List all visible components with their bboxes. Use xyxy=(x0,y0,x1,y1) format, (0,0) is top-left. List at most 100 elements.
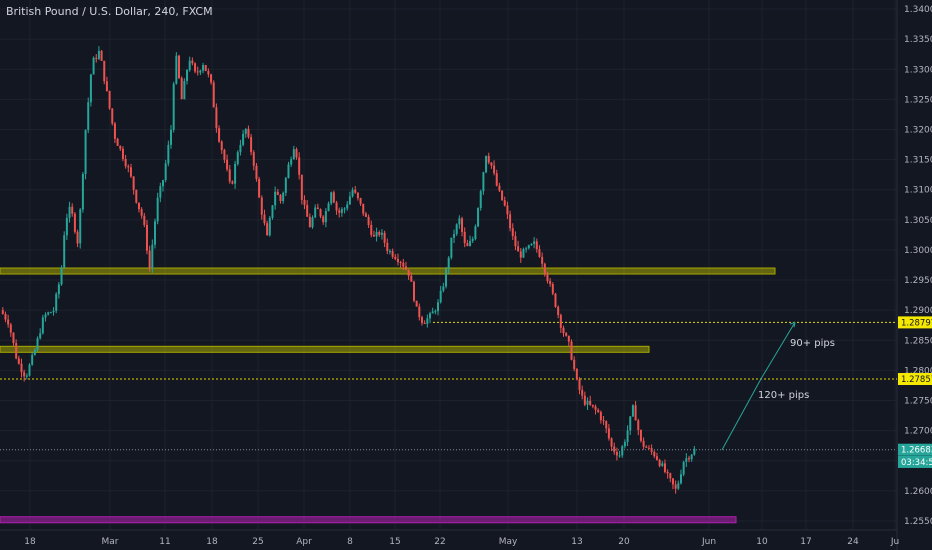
candle-body xyxy=(581,389,584,396)
candle-body xyxy=(44,314,47,318)
candle-body xyxy=(252,152,255,166)
candle-body xyxy=(538,249,541,257)
candle-body xyxy=(586,400,589,405)
candle-body xyxy=(31,354,34,365)
candle-body xyxy=(41,317,44,334)
y-tick-label: 1.33000 xyxy=(904,65,932,75)
candle-body xyxy=(594,406,597,410)
candle-body xyxy=(33,349,36,355)
candle-body xyxy=(220,141,223,150)
y-tick-label: 1.30500 xyxy=(904,216,932,226)
candle-body xyxy=(271,205,274,218)
candle-body xyxy=(503,200,506,206)
candle-body xyxy=(639,429,642,441)
candle-body xyxy=(434,311,437,313)
candle-body xyxy=(140,209,143,216)
candle-body xyxy=(677,483,680,489)
price-axis-badge xyxy=(898,316,932,329)
candle-body xyxy=(631,405,634,417)
candle-body xyxy=(447,257,450,269)
y-tick-label: 1.32000 xyxy=(904,125,932,135)
candle-body xyxy=(487,155,490,163)
y-tick-label: 1.31000 xyxy=(904,186,932,196)
candle-body xyxy=(308,216,311,228)
candle-body xyxy=(615,451,618,456)
candle-body xyxy=(127,166,130,168)
candle-body xyxy=(196,71,199,73)
y-tick-label: 1.34000 xyxy=(904,5,932,15)
candle-body xyxy=(55,293,58,311)
candle-body xyxy=(279,194,282,202)
candle-body xyxy=(509,214,512,229)
x-tick-label: 25 xyxy=(252,537,263,547)
candle-body xyxy=(340,209,343,213)
y-tick-label: 1.25500 xyxy=(904,517,932,527)
candle-body xyxy=(634,405,637,421)
candle-body xyxy=(255,165,258,179)
candle-body xyxy=(690,454,693,460)
support-zone xyxy=(0,516,737,524)
candle-body xyxy=(554,293,557,307)
chart-title: British Pound / U.S. Dollar, 240, FXCM xyxy=(6,5,213,18)
candle-body xyxy=(386,242,389,252)
candle-body xyxy=(583,395,586,405)
candle-body xyxy=(469,240,472,247)
candle-body xyxy=(137,202,140,210)
candle-body xyxy=(623,442,626,447)
candle-body xyxy=(501,190,504,201)
candle-body xyxy=(404,266,407,270)
candle-body xyxy=(682,461,685,475)
candle-body xyxy=(429,313,431,319)
candle-body xyxy=(266,223,269,236)
candle-body xyxy=(298,157,301,175)
candle-body xyxy=(194,63,197,72)
candle-body xyxy=(511,228,514,237)
candle-body xyxy=(68,206,71,218)
candle-body xyxy=(191,60,194,64)
candle-body xyxy=(292,149,295,160)
candle-body xyxy=(412,281,415,301)
candle-body xyxy=(23,372,26,377)
candle-body xyxy=(199,70,202,73)
x-tick-label: Mar xyxy=(102,537,119,547)
candle-body xyxy=(514,236,517,247)
candle-body xyxy=(1,310,4,315)
candle-body xyxy=(418,306,421,318)
candle-body xyxy=(188,60,191,71)
candle-body xyxy=(143,215,146,225)
candle-body xyxy=(647,447,650,449)
candle-body xyxy=(322,216,325,223)
candle-body xyxy=(167,144,170,164)
candle-body xyxy=(132,176,135,190)
candle-body xyxy=(661,463,664,466)
x-tick-label: Jun xyxy=(701,537,716,547)
candle-body xyxy=(25,375,28,377)
candle-body xyxy=(17,358,20,364)
candle-body xyxy=(162,180,164,187)
candle-body xyxy=(7,319,10,325)
y-tick-label: 1.27500 xyxy=(904,397,932,407)
candle-body xyxy=(113,123,116,139)
candle-body xyxy=(244,128,247,134)
candle-body xyxy=(575,368,578,380)
candle-body xyxy=(36,338,39,350)
price-axis-badge-text: 1.26683 xyxy=(901,446,932,456)
candle-body xyxy=(455,224,458,235)
x-tick-label: 18 xyxy=(206,537,218,547)
candle-body xyxy=(4,314,7,320)
candle-body xyxy=(658,459,661,466)
candle-body xyxy=(669,473,672,479)
candle-body xyxy=(522,249,525,258)
candle-body xyxy=(485,155,488,173)
candle-body xyxy=(610,438,613,447)
candle-body xyxy=(423,322,426,324)
candle-body xyxy=(73,213,76,232)
candle-body xyxy=(498,185,501,191)
candle-body xyxy=(359,198,362,204)
candle-body xyxy=(15,343,18,359)
candle-body xyxy=(327,203,330,211)
candle-body xyxy=(159,186,162,198)
candle-body xyxy=(463,231,466,244)
candle-body xyxy=(183,80,186,100)
